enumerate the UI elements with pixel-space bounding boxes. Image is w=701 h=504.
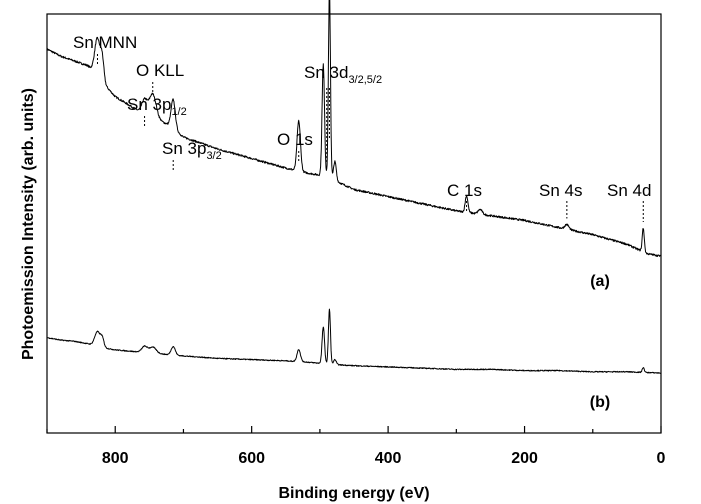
x-tick-label: 800: [102, 450, 129, 467]
peak-label: Sn 4s: [539, 181, 582, 200]
peak-label: Sn 3p3/2: [162, 139, 222, 162]
plot-frame: [46, 13, 662, 434]
peak-label: Sn 3d3/2,5/2: [304, 63, 382, 86]
x-tick-label: 400: [375, 450, 402, 467]
peak-label: C 1s: [447, 181, 482, 200]
peak-label: Sn MNN: [73, 33, 137, 52]
peak-label: Sn 4d: [607, 181, 651, 200]
x-axis-label: Binding energy (eV): [278, 485, 429, 502]
series-label-a: (a): [590, 273, 610, 290]
peak-labels: Sn MNN O KLL Sn 3p1/2 Sn 3p3/2 O 1s Sn 3d3/2,…: [73, 33, 651, 200]
peak-label: O 1s: [277, 130, 313, 149]
spectrum-line-b: [46, 308, 662, 374]
x-tick-label: 600: [238, 450, 265, 467]
spectrum-line-a: [46, 0, 662, 257]
series-labels: (a) (b): [590, 273, 610, 411]
peak-label: O KLL: [136, 61, 184, 80]
x-axis-ticks: 800 600 400 200 0: [46, 426, 666, 467]
peak-markers: [96, 54, 644, 223]
y-axis-label: Photoemission Intensity (arb. units): [20, 88, 37, 360]
spectra-group: [46, 0, 662, 374]
x-tick-label: 0: [657, 450, 666, 467]
peak-label: Sn 3p1/2: [127, 95, 187, 118]
x-tick-label: 200: [511, 450, 538, 467]
series-label-b: (b): [590, 394, 610, 411]
